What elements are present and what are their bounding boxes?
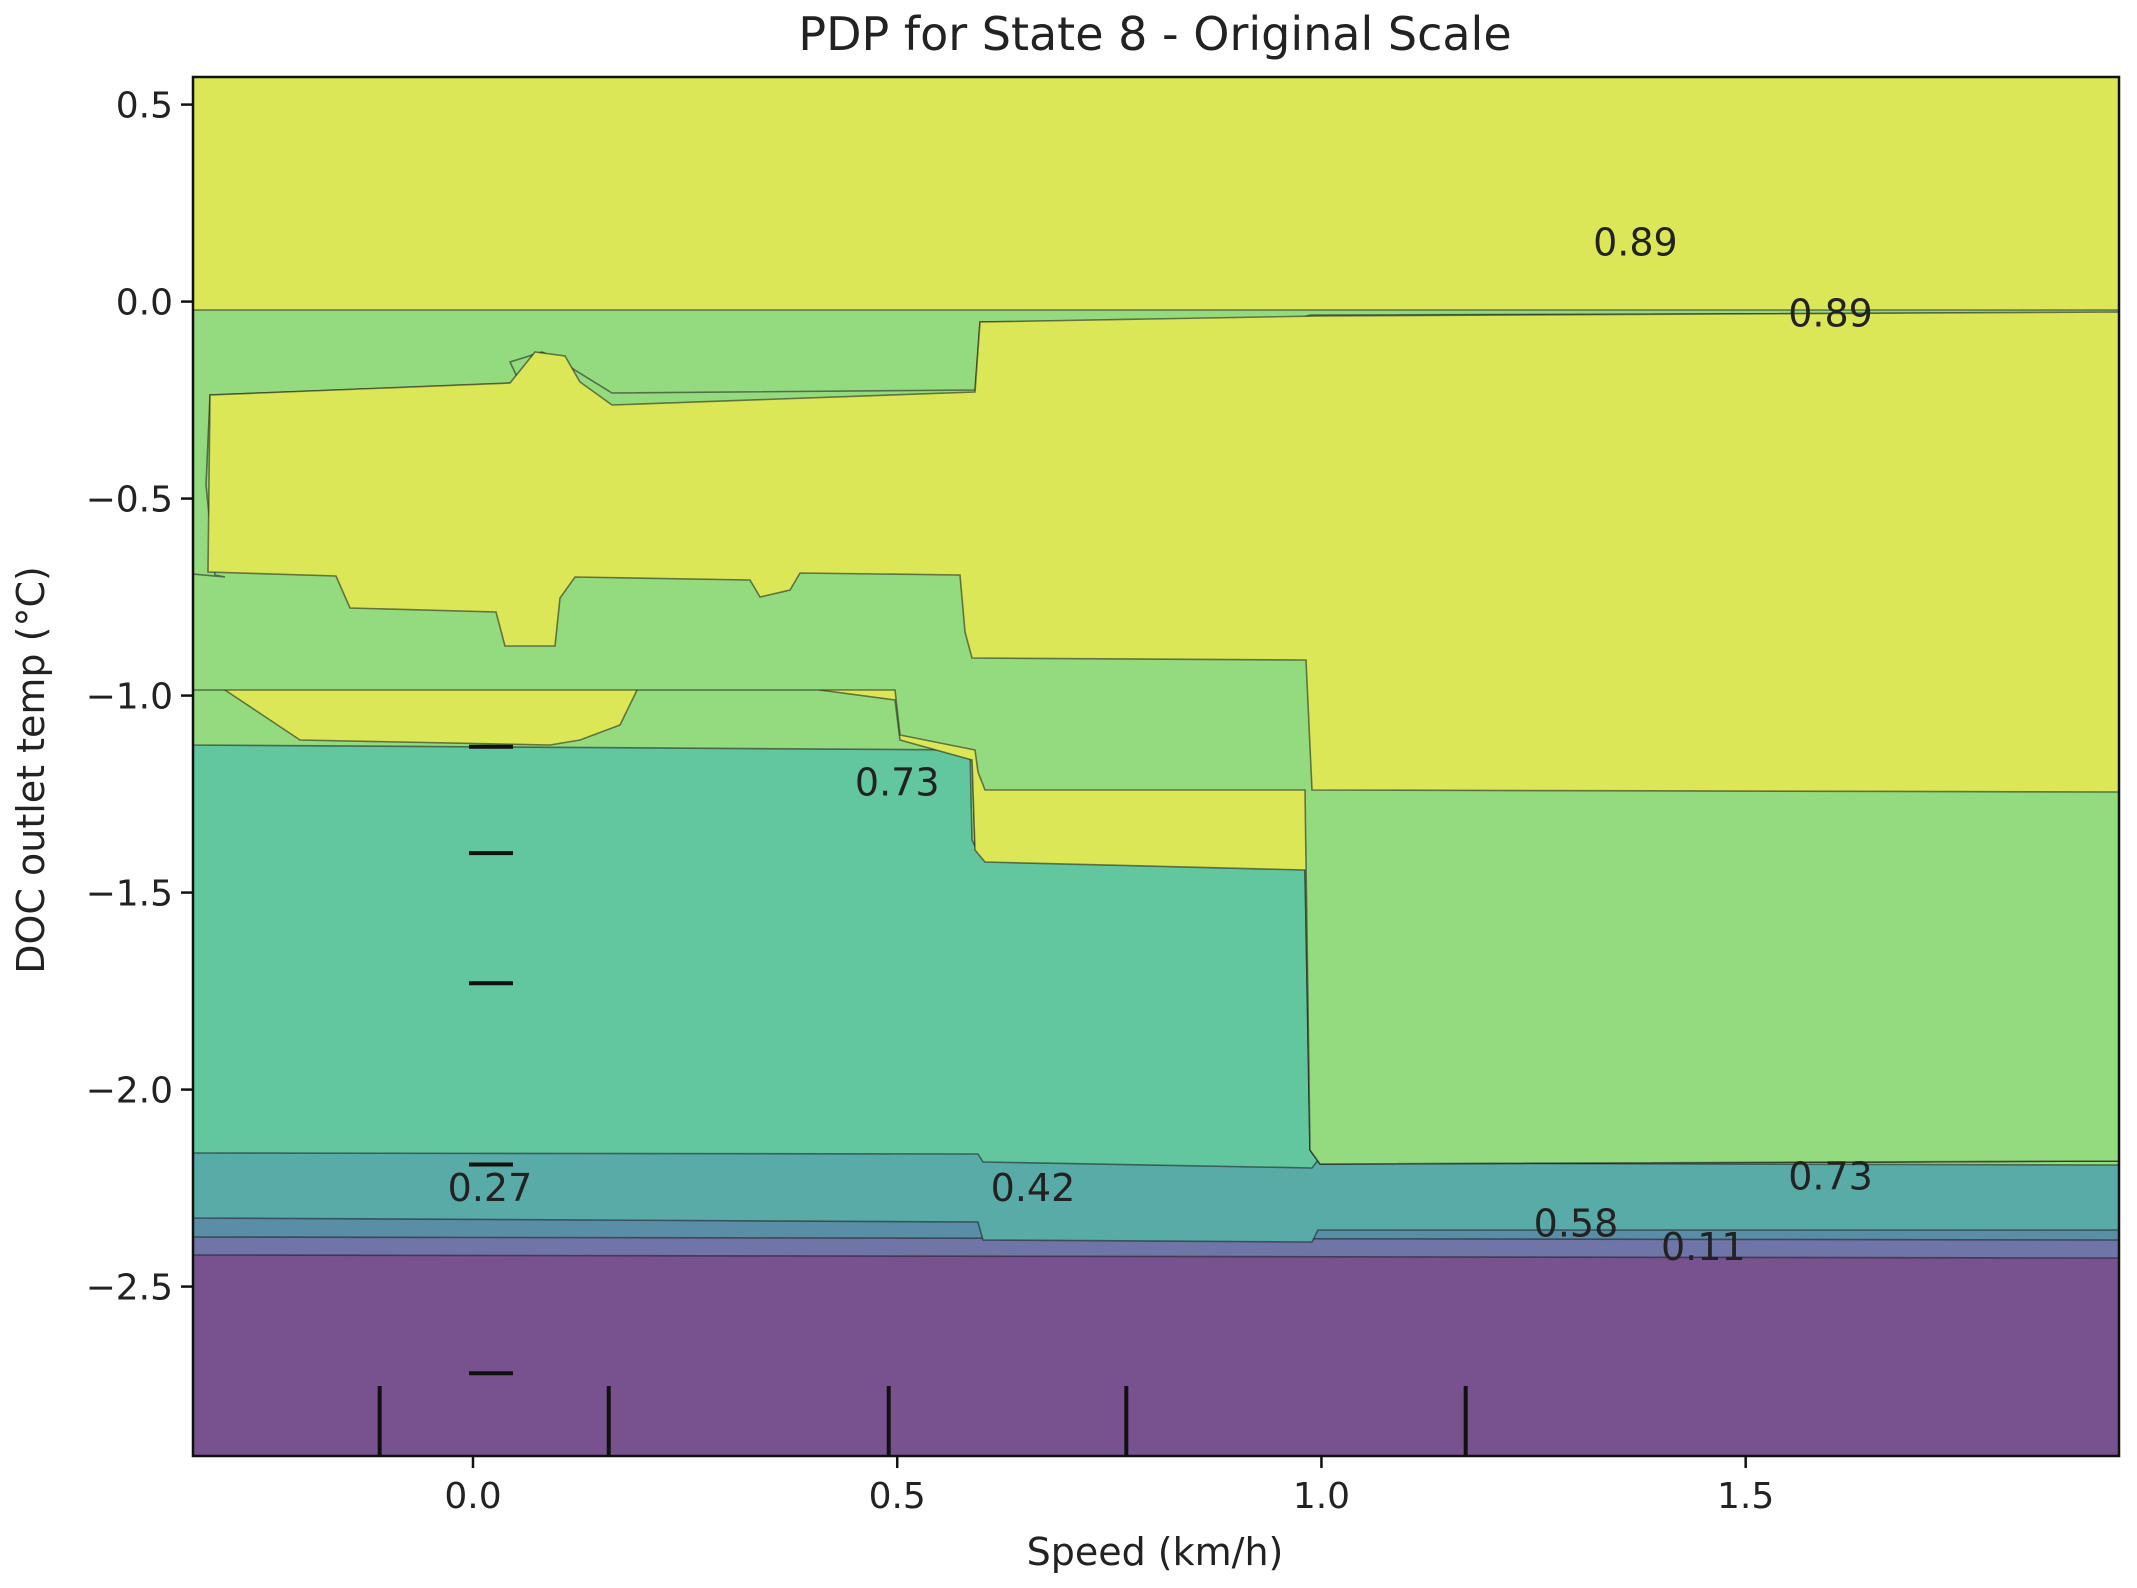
x-tick-label-1: 0.5 bbox=[869, 1476, 926, 1517]
y-tick-label-6: −2.5 bbox=[86, 1268, 173, 1309]
x-axis-label: Speed (km/h) bbox=[1027, 1530, 1284, 1574]
plot-frame bbox=[191, 75, 2121, 1458]
contour-label-4: 0.58 bbox=[1534, 1202, 1619, 1246]
y-tick-label-2: −0.5 bbox=[86, 480, 173, 521]
contour-label-5: 0.42 bbox=[991, 1166, 1076, 1210]
x-tick-label-0: 0.0 bbox=[444, 1476, 501, 1517]
y-axis-label: DOC outlet temp (°C) bbox=[9, 566, 53, 974]
contour-region-13 bbox=[207, 311, 2120, 793]
contour-label-0: 0.89 bbox=[1593, 220, 1678, 264]
contour-label-3: 0.73 bbox=[1788, 1154, 1873, 1198]
y-tick-label-5: −2.0 bbox=[86, 1071, 173, 1112]
y-tick-label-0: 0.5 bbox=[116, 86, 173, 127]
contour-region-12 bbox=[192, 76, 2120, 311]
contour-label-1: 0.89 bbox=[1788, 291, 1873, 335]
chart-title: PDP for State 8 - Original Scale bbox=[798, 7, 1511, 61]
contour-label-2: 0.73 bbox=[855, 760, 940, 804]
x-tick-label-3: 1.5 bbox=[1717, 1476, 1774, 1517]
y-tick-label-1: 0.0 bbox=[116, 283, 173, 324]
x-tick-label-2: 1.0 bbox=[1293, 1476, 1350, 1517]
y-tick-label-3: −1.0 bbox=[86, 677, 173, 718]
contour-label-7: 0.11 bbox=[1661, 1225, 1746, 1269]
plot-area: 0.0 0.5 1.0 1.5 0.5 0.0 −0.5 −1.0 −1.5 −2.0 −2.5 0.… bbox=[86, 75, 2121, 1517]
y-tick-label-4: −1.5 bbox=[86, 874, 173, 915]
contour-label-6: 0.27 bbox=[448, 1166, 533, 1210]
